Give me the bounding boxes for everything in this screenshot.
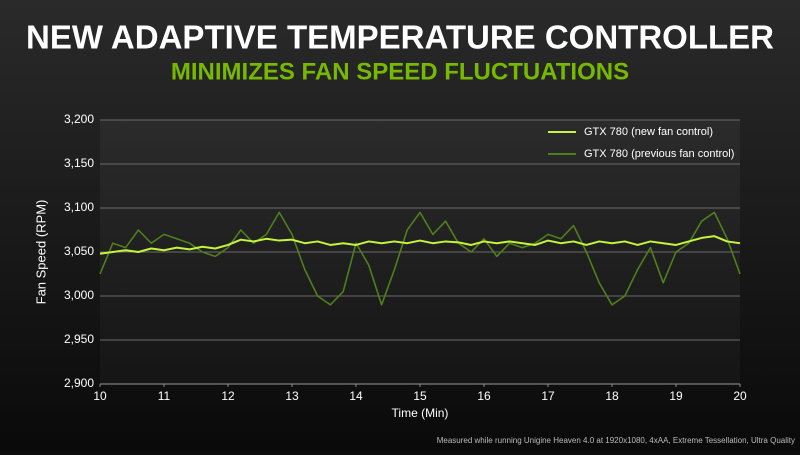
x-tick-label: 13 [285,389,299,403]
y-tick-label: 3,150 [64,156,94,170]
y-tick-label: 2,950 [64,332,94,346]
chart-title: NEW ADAPTIVE TEMPERATURE CONTROLLER [26,19,774,56]
y-tick-label: 3,100 [64,200,94,214]
x-tick-label: 20 [733,389,747,403]
y-tick-label: 3,200 [64,112,94,126]
x-tick-label: 18 [605,389,619,403]
x-tick-label: 15 [413,389,427,403]
x-tick-label: 11 [158,389,171,403]
y-tick-label: 3,000 [64,288,94,302]
chart-subtitle: MINIMIZES FAN SPEED FLUCTUATIONS [171,58,629,85]
legend-label: GTX 780 (new fan control) [584,126,713,138]
x-tick-label: 17 [541,389,555,403]
series-line [99,235,741,255]
x-tick-label: 16 [477,389,491,403]
series-line [99,211,741,306]
x-axis-label: Time (Min) [392,406,449,420]
y-tick-label: 3,050 [64,244,94,258]
x-tick-label: 12 [221,389,235,403]
x-tick-label: 14 [349,389,363,403]
footnote: Measured while running Unigine Heaven 4.… [437,436,795,445]
legend-label: GTX 780 (previous fan control) [584,148,734,160]
x-tick-label: 19 [669,389,683,403]
y-tick-label: 2,900 [64,376,94,390]
y-axis-label: Fan Speed (RPM) [33,200,48,305]
x-tick-label: 10 [93,389,107,403]
